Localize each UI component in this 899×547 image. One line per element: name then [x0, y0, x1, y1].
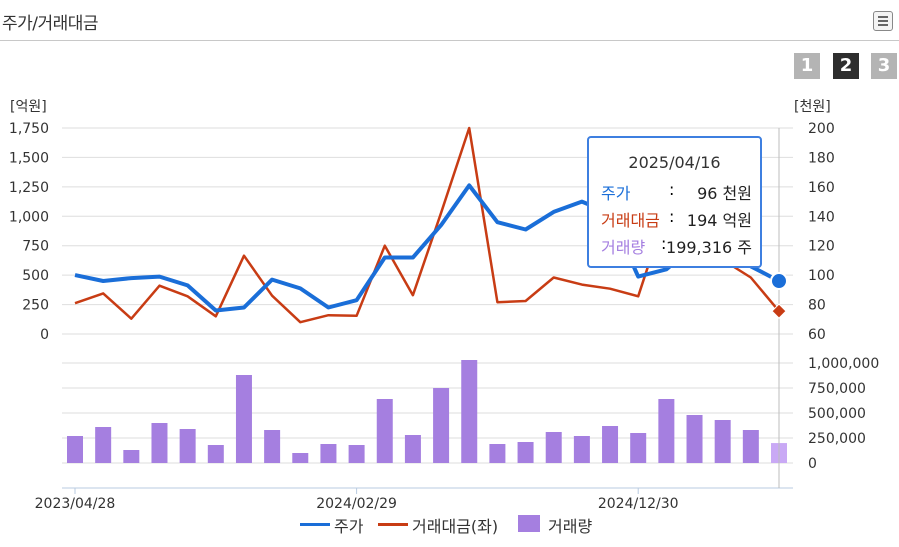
x-axis-tick-label: 2024/12/30 — [598, 496, 679, 512]
volume-bar — [95, 427, 112, 463]
legend-label: 거래량 — [548, 517, 593, 536]
volume-bar — [151, 423, 168, 463]
legend-label: 거래대금(좌) — [412, 517, 499, 536]
right-axis-tick-label: 120 — [808, 239, 835, 255]
volume-bar — [123, 450, 140, 463]
series-line-price — [74, 183, 780, 313]
chart-tooltip: 2025/04/16 주가 : 96 천원 거래대금 : 194 억원 거래량 … — [587, 136, 762, 268]
amount-last-marker — [771, 303, 787, 319]
volume-bar — [292, 453, 309, 463]
left-axis-tick-label: 1,500 — [9, 150, 49, 166]
volume-bar — [686, 415, 703, 463]
tooltip-row-price: 주가 : 96 천원 — [601, 180, 752, 203]
tooltip-value: 194 억원 — [686, 211, 752, 230]
volume-bar — [489, 444, 506, 463]
volume-bar — [714, 420, 731, 463]
tooltip-value: 199,316 주 — [666, 238, 752, 257]
legend-line-icon — [378, 523, 408, 526]
right-axis-tick-label: 60 — [808, 327, 826, 343]
legend-line-icon — [300, 523, 330, 526]
chart-legend: 주가 거래대금(좌) 거래량 — [0, 512, 899, 536]
right-axis-tick-label: 160 — [808, 180, 835, 196]
volume-bar — [404, 435, 421, 463]
volume-bar — [67, 436, 83, 463]
volume-bar — [545, 432, 562, 463]
left-axis-tick-label: 1,750 — [9, 121, 49, 137]
volume-bar — [658, 399, 675, 463]
left-axis-tick-label: 750 — [22, 239, 49, 255]
tooltip-row-volume: 거래량 : 199,316 주 — [601, 234, 752, 257]
page-button-2[interactable]: 2 — [833, 53, 859, 79]
volume-bar — [179, 429, 196, 463]
right-axis-tick-label: 140 — [808, 209, 835, 225]
volume-bar — [235, 375, 252, 463]
volume-bar — [348, 445, 365, 463]
tooltip-sep: : — [669, 180, 675, 199]
chart-title: 주가/거래대금 — [2, 14, 99, 34]
tooltip-value: 96 천원 — [697, 184, 752, 203]
volume-bar — [602, 426, 619, 463]
volume-bar — [433, 388, 450, 463]
tooltip-sep: : — [661, 234, 667, 253]
volume-bar — [376, 399, 393, 463]
page-button-1[interactable]: 1 — [794, 53, 820, 79]
volume-axis-tick-label: 750,000 — [808, 381, 866, 397]
left-axis-tick-label: 1,250 — [9, 180, 49, 196]
menu-icon[interactable] — [873, 11, 893, 31]
tooltip-date: 2025/04/16 — [628, 153, 721, 172]
tooltip-label: 주가 — [601, 184, 631, 203]
legend-bar-icon — [518, 515, 540, 532]
left-axis-tick-label: 250 — [22, 298, 49, 314]
volume-bar — [573, 436, 590, 463]
left-axis-tick-label: 0 — [40, 327, 49, 343]
volume-bar — [264, 430, 281, 463]
right-axis-tick-label: 200 — [808, 121, 835, 137]
tooltip-label: 거래대금 — [601, 211, 660, 230]
tooltip-row-amount: 거래대금 : 194 억원 — [601, 207, 752, 230]
tooltip-sep: : — [669, 207, 675, 226]
volume-axis-tick-label: 0 — [808, 456, 817, 472]
volume-axis-tick-label: 500,000 — [808, 406, 866, 422]
volume-bar — [517, 442, 534, 463]
left-axis-tick-label: 500 — [22, 268, 49, 284]
volume-bar — [320, 444, 337, 463]
x-axis-tick-label: 2023/04/28 — [35, 496, 116, 512]
legend-label: 주가 — [334, 517, 364, 536]
volume-axis-tick-label: 250,000 — [808, 431, 866, 447]
left-axis-tick-label: 1,000 — [9, 209, 49, 225]
page-button-3[interactable]: 3 — [871, 53, 897, 79]
volume-axis-tick-label: 1,000,000 — [808, 356, 879, 372]
x-axis-tick-label: 2024/02/29 — [316, 496, 397, 512]
volume-bar — [630, 433, 647, 463]
right-axis-tick-label: 100 — [808, 268, 835, 284]
volume-bar — [742, 430, 759, 463]
price-last-marker — [770, 272, 788, 291]
chart-header: 주가/거래대금 — [0, 0, 899, 41]
tooltip-label: 거래량 — [601, 238, 646, 257]
right-axis-unit-label: [천원] — [794, 99, 831, 115]
volume-bar — [207, 445, 224, 463]
right-axis-tick-label: 80 — [808, 298, 826, 314]
left-axis-unit-label: [억원] — [10, 99, 47, 115]
volume-bar — [461, 360, 478, 463]
right-axis-tick-label: 180 — [808, 150, 835, 166]
